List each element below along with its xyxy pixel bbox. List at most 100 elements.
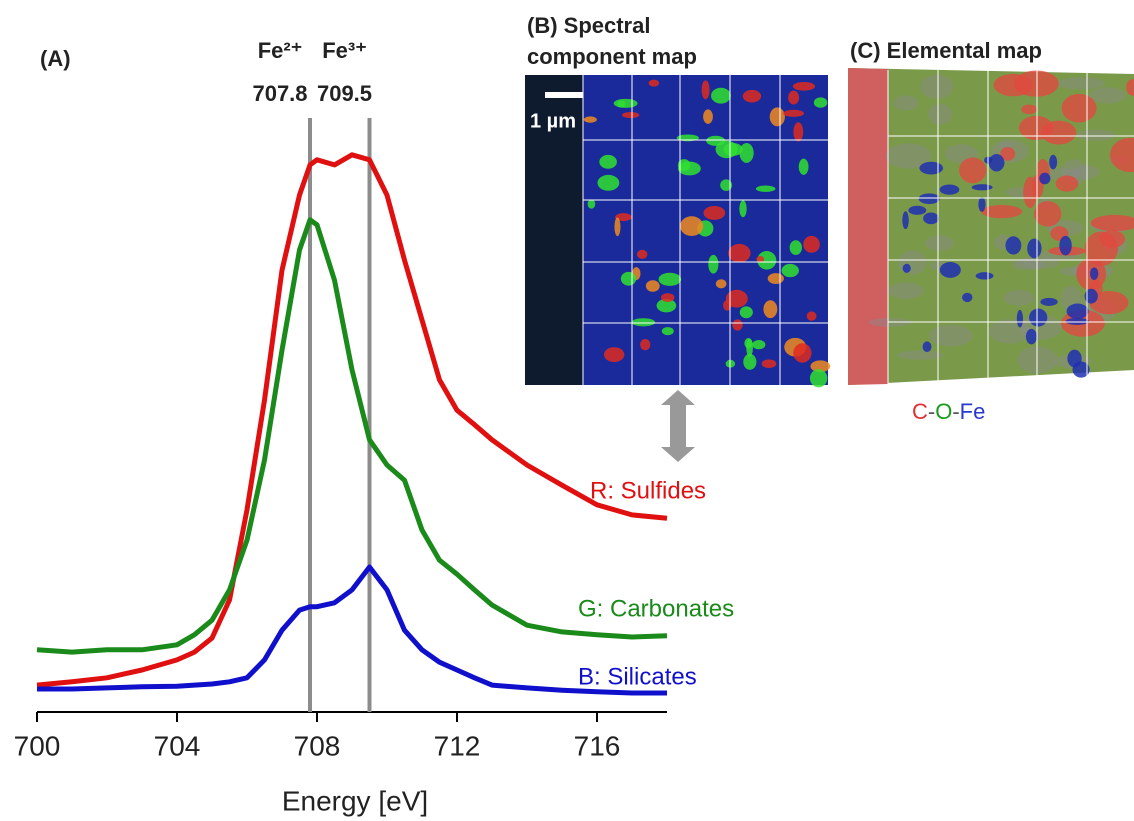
map-patch	[1077, 130, 1115, 141]
map-blob	[659, 273, 682, 286]
map-blob	[739, 200, 746, 217]
reference-value: 709.5	[317, 81, 372, 106]
map-blob	[783, 110, 804, 117]
map-patch	[1057, 77, 1105, 89]
series-label: G: Carbonates	[578, 595, 734, 622]
map-blob	[919, 193, 940, 204]
map-left-strip	[848, 68, 888, 385]
map-blob	[711, 88, 731, 104]
map-blob	[978, 197, 985, 212]
map-blob	[790, 240, 802, 255]
series-label: B: Silicates	[578, 663, 697, 690]
map-blob	[680, 216, 703, 236]
figure: (A) Energy [eV] 1 µm (B) Spectral compon…	[0, 0, 1134, 821]
map-blob	[962, 293, 972, 302]
composite-legend: C-O-Fe	[912, 399, 985, 424]
map-blob	[1040, 298, 1057, 306]
map-blob	[743, 90, 761, 103]
map-blob	[588, 199, 596, 208]
x-tick-label: 708	[294, 730, 341, 761]
map-blob	[740, 306, 753, 318]
scale-bar-label: 1 µm	[530, 110, 576, 132]
map-blob	[662, 327, 674, 335]
map-blob	[923, 213, 939, 225]
map-blob	[703, 109, 713, 123]
map-blob	[1039, 173, 1050, 185]
map-blob	[649, 80, 659, 87]
scale-bar	[545, 92, 583, 98]
map-blob	[640, 339, 650, 350]
map-blob	[788, 91, 799, 105]
map-blob	[762, 359, 777, 368]
map-blob	[1067, 304, 1089, 319]
map-blob	[810, 369, 827, 387]
map-patch	[888, 282, 923, 299]
map-patch	[1041, 121, 1076, 145]
map-blob	[1017, 310, 1023, 328]
map-blob	[614, 99, 638, 108]
x-tick-label: 712	[434, 730, 481, 761]
map-patch	[1014, 71, 1059, 97]
map-blob	[732, 319, 742, 330]
map-blob	[814, 97, 827, 107]
map-blob	[756, 186, 776, 192]
map-blob	[752, 340, 765, 349]
spectral-map: 1 µm	[525, 75, 830, 387]
map-blob	[597, 175, 619, 191]
map-patch	[929, 325, 972, 347]
map-patch	[1004, 290, 1035, 306]
map-blob	[763, 300, 777, 318]
x-tick-label: 716	[574, 730, 621, 761]
map-patch	[926, 235, 955, 251]
reference-label: Fe²⁺	[258, 38, 303, 63]
map-blob	[782, 264, 799, 277]
map-blob	[1026, 329, 1037, 344]
map-patch	[921, 75, 954, 99]
map-blob	[708, 255, 718, 274]
map-patch	[894, 96, 919, 111]
legend-part: -	[928, 399, 935, 424]
map-blob	[1005, 236, 1021, 254]
map-blob	[618, 100, 626, 107]
x-tick-label: 700	[14, 730, 61, 761]
elemental-map	[848, 68, 1134, 385]
map-blob	[646, 280, 660, 292]
map-blob	[803, 236, 820, 253]
map-blob	[1027, 239, 1041, 259]
map-blob	[972, 184, 993, 190]
map-blob	[632, 318, 656, 326]
map-blob	[584, 116, 597, 122]
map-blob	[728, 244, 750, 263]
map-blob	[919, 162, 943, 175]
panel-title: (C) Elemental map	[850, 38, 1042, 63]
x-axis-label: Energy [eV]	[282, 785, 428, 816]
map-blob	[793, 343, 811, 362]
map-blob	[793, 82, 815, 91]
map-blob	[1090, 267, 1098, 280]
map-blob	[1049, 155, 1057, 170]
map-blob	[604, 347, 624, 362]
map-blob	[807, 311, 817, 320]
legend-part: Fe	[960, 399, 986, 424]
map-blob	[637, 250, 648, 259]
panel-label: (A)	[40, 46, 71, 71]
map-patch	[959, 157, 986, 183]
map-patch	[1089, 87, 1126, 103]
map-blob	[599, 155, 617, 169]
map-blob	[940, 262, 961, 278]
x-tick-label: 704	[154, 730, 201, 761]
map-patch	[1034, 201, 1061, 226]
map-blob	[1066, 318, 1089, 325]
map-blob	[614, 217, 620, 236]
legend-part: C	[912, 399, 928, 424]
reference-value: 707.8	[252, 81, 307, 106]
map-blob	[976, 272, 994, 279]
map-blob	[702, 80, 710, 99]
map-blob	[622, 112, 639, 118]
map-blob	[661, 293, 675, 302]
map-patch	[1085, 231, 1118, 266]
map-blob	[716, 141, 738, 159]
map-patch	[897, 351, 943, 360]
map-blob	[1029, 309, 1047, 327]
series-label: R: Sulfides	[590, 477, 706, 504]
